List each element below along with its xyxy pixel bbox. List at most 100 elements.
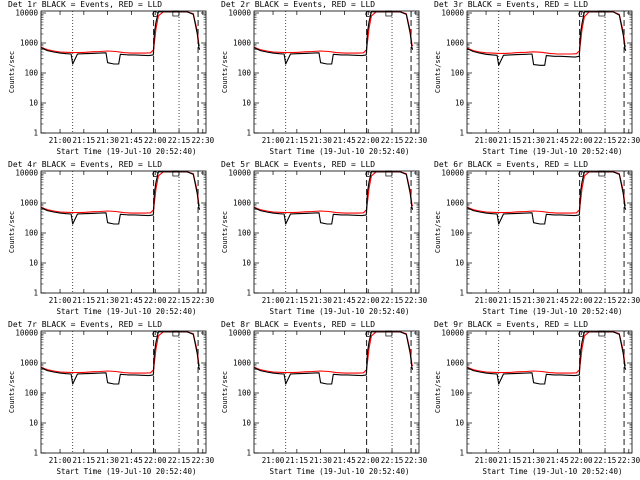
plot-frame xyxy=(253,10,420,134)
saturation-marker-circle xyxy=(365,171,372,177)
x-tick-label: 22:30 xyxy=(192,456,215,465)
x-tick-label: 21:15 xyxy=(286,456,309,465)
y-tick-label: 10000 xyxy=(441,169,464,178)
x-tick-label: 21:45 xyxy=(546,456,569,465)
saturation-marker-box xyxy=(172,330,180,337)
x-tick-label: 21:45 xyxy=(546,296,569,305)
panel-plot-area: 1 10 100 1000 10000 21:00 21:15 21:30 21:45 22:00… xyxy=(15,329,215,466)
plot-frame xyxy=(253,170,420,294)
saturation-marker-box xyxy=(598,10,606,17)
events-rate-line xyxy=(253,171,414,225)
x-tick-label: 21:45 xyxy=(333,296,356,305)
lld-rate-line xyxy=(466,331,627,374)
y-tick-label: 100 xyxy=(450,389,464,398)
saturation-marker-circle xyxy=(152,331,159,337)
x-tick-label: 21:45 xyxy=(333,136,356,145)
events-rate-line xyxy=(253,11,414,65)
x-tick-label: 21:30 xyxy=(309,296,332,305)
x-tick-label: 22:00 xyxy=(570,296,593,305)
x-tick-label: 21:45 xyxy=(120,456,143,465)
panel-plot-area: 1 10 100 1000 10000 21:00 21:15 21:30 21:45 22:00… xyxy=(228,9,427,146)
y-tick-label: 10 xyxy=(29,419,39,428)
panel-plot-area: 1 10 100 1000 10000 21:00 21:15 21:30 21:45 22:00… xyxy=(228,329,427,466)
saturation-marker-circle xyxy=(578,331,585,337)
detector-panel-2: 1 10 100 1000 10000 21:00 21:15 21:30 21:45 22:00… xyxy=(213,0,428,160)
x-tick-label: 22:00 xyxy=(357,456,380,465)
y-tick-label: 1000 xyxy=(20,359,39,368)
x-tick-label: 22:15 xyxy=(594,456,617,465)
y-tick-label: 10000 xyxy=(228,169,251,178)
x-tick-label: 21:15 xyxy=(73,456,96,465)
x-axis-label: Start Time (19-Jul-10 20:52:40) xyxy=(482,307,623,316)
y-tick-label: 100 xyxy=(24,229,38,238)
x-axis-label: Start Time (19-Jul-10 20:52:40) xyxy=(482,147,623,156)
saturation-marker-box xyxy=(172,10,180,17)
panel-title: Det 8r BLACK = Events, RED = LLD xyxy=(221,320,376,329)
x-tick-label: 21:30 xyxy=(522,456,545,465)
panel-plot-area: 1 10 100 1000 10000 21:00 21:15 21:30 21:45 22:00… xyxy=(228,169,427,306)
x-tick-label: 22:15 xyxy=(168,296,191,305)
x-axis-label: Start Time (19-Jul-10 20:52:40) xyxy=(269,307,410,316)
x-tick-label: 21:00 xyxy=(49,296,72,305)
panel-title: Det 2r BLACK = Events, RED = LLD xyxy=(221,0,376,9)
x-axis-label: Start Time (19-Jul-10 20:52:40) xyxy=(482,467,623,476)
saturation-marker-circle xyxy=(365,331,372,337)
panel-title: Det 5r BLACK = Events, RED = LLD xyxy=(221,160,376,169)
detector-panel-8: 1 10 100 1000 10000 21:00 21:15 21:30 21:45 22:00… xyxy=(213,320,428,480)
x-tick-label: 22:15 xyxy=(168,456,191,465)
x-tick-label: 22:00 xyxy=(357,296,380,305)
y-tick-label: 10000 xyxy=(15,329,38,338)
y-tick-label: 1000 xyxy=(20,199,39,208)
lld-rate-line xyxy=(466,171,627,214)
x-tick-label: 22:15 xyxy=(381,136,404,145)
y-tick-label: 1000 xyxy=(446,199,465,208)
panel-plot-area: 1 10 100 1000 10000 21:00 21:15 21:30 21:45 22:00… xyxy=(15,169,214,306)
lld-rate-line xyxy=(253,331,414,374)
y-tick-label: 1 xyxy=(33,289,38,298)
y-tick-label: 10000 xyxy=(228,9,251,18)
panel-plot-area: 1 10 100 1000 10000 21:00 21:15 21:30 21:45 22:00… xyxy=(441,169,640,306)
x-axis-label: Start Time (19-Jul-10 20:52:40) xyxy=(269,147,410,156)
x-tick-label: 21:00 xyxy=(262,456,285,465)
events-rate-line xyxy=(466,331,627,385)
x-tick-label: 21:30 xyxy=(309,136,332,145)
y-tick-label: 1000 xyxy=(20,39,39,48)
y-tick-label: 10000 xyxy=(15,169,38,178)
x-tick-label: 21:15 xyxy=(286,136,309,145)
plot-frame xyxy=(466,330,633,454)
y-tick-label: 10 xyxy=(242,259,252,268)
y-tick-label: 100 xyxy=(24,389,38,398)
x-tick-label: 22:15 xyxy=(594,136,617,145)
x-tick-label: 22:00 xyxy=(144,136,167,145)
plot-frame xyxy=(40,10,207,134)
y-tick-label: 10 xyxy=(29,259,39,268)
x-tick-label: 22:15 xyxy=(381,456,404,465)
y-tick-label: 100 xyxy=(237,389,251,398)
detector-panel-9: 1 10 100 1000 10000 21:00 21:15 21:30 21:45 22:00… xyxy=(426,320,640,480)
x-tick-label: 21:15 xyxy=(286,296,309,305)
x-tick-label: 21:30 xyxy=(96,296,119,305)
y-tick-label: 10 xyxy=(455,419,465,428)
plot-frame xyxy=(466,170,633,294)
x-tick-label: 22:00 xyxy=(357,136,380,145)
y-tick-label: 1 xyxy=(33,129,38,138)
y-tick-label: 100 xyxy=(450,69,464,78)
y-axis-label: Counts/sec xyxy=(221,210,229,254)
y-tick-label: 1 xyxy=(246,449,251,458)
lld-rate-line xyxy=(253,11,414,54)
y-tick-label: 1 xyxy=(246,289,251,298)
y-tick-label: 10 xyxy=(455,99,465,108)
y-axis-label: Counts/sec xyxy=(221,50,229,94)
saturation-marker-circle xyxy=(578,171,585,177)
y-tick-label: 1000 xyxy=(233,359,252,368)
y-axis-label: Counts/sec xyxy=(221,370,229,414)
saturation-marker-circle xyxy=(578,11,585,17)
lld-rate-line xyxy=(253,171,414,214)
x-axis-label: Start Time (19-Jul-10 20:52:40) xyxy=(56,147,197,156)
y-tick-label: 1 xyxy=(33,449,38,458)
y-tick-label: 1000 xyxy=(446,39,465,48)
x-axis-label: Start Time (19-Jul-10 20:52:40) xyxy=(56,467,197,476)
x-tick-label: 22:00 xyxy=(570,456,593,465)
x-tick-label: 21:30 xyxy=(96,136,119,145)
